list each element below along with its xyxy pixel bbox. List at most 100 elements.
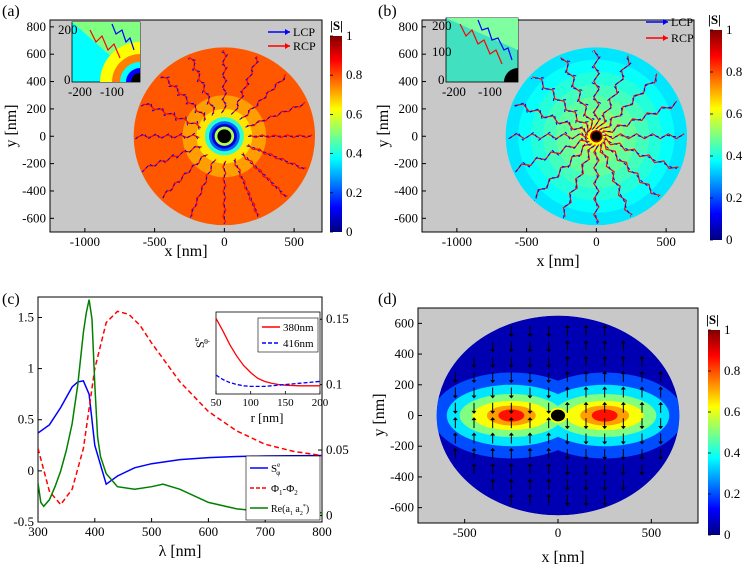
spin-arrow-head bbox=[583, 472, 589, 476]
inset-legend-380: 380nm bbox=[283, 322, 314, 334]
lcp-trace bbox=[245, 103, 304, 128]
spin-arrow-head bbox=[639, 401, 645, 405]
spin-arrow-head bbox=[564, 456, 570, 460]
y-tick-label: 200 bbox=[399, 101, 419, 116]
colorbar-tick-label: 0.6 bbox=[346, 106, 363, 121]
spin-arrow-head bbox=[620, 371, 626, 375]
spin-arrow-head bbox=[471, 395, 477, 399]
heatmap-ring bbox=[591, 131, 602, 142]
colorbar-tick-label: 0.6 bbox=[726, 106, 743, 121]
panel-a-heatmap bbox=[133, 47, 316, 226]
a-inset-ytick: 0 bbox=[64, 72, 71, 87]
spin-arrow-head bbox=[602, 487, 608, 491]
colorbar-tick-label: 0.2 bbox=[346, 185, 362, 200]
x-tick-label: -1000 bbox=[70, 234, 100, 249]
colorbar-tick-label: 1 bbox=[346, 28, 353, 43]
rcp-trace bbox=[593, 144, 600, 223]
spin-arrow-head bbox=[452, 380, 458, 384]
y-tick-label: 0 bbox=[412, 128, 419, 143]
b-inset-xtick: -200 bbox=[442, 84, 466, 99]
lcp-trace bbox=[141, 144, 201, 173]
panel-d-label: (d) bbox=[378, 291, 397, 308]
right-y-tick-label: 0.05 bbox=[326, 442, 349, 457]
spin-arrow-head bbox=[527, 380, 533, 384]
y-tick-label: -600 bbox=[390, 500, 414, 515]
heatmap-core bbox=[550, 409, 566, 422]
spin-arrow-head bbox=[564, 355, 570, 359]
spin-arrow-head bbox=[602, 386, 608, 390]
b-inset-ytick: 0 bbox=[438, 72, 445, 87]
heatmap-lobe bbox=[498, 409, 525, 422]
y-tick-label: -200 bbox=[390, 438, 414, 453]
right-y-tick-label: 0 bbox=[326, 507, 333, 522]
y-tick-label: 200 bbox=[395, 377, 415, 392]
panel-c-lines bbox=[38, 299, 322, 514]
spin-arrow-head bbox=[527, 364, 533, 368]
spin-arrow-head bbox=[658, 426, 664, 430]
spin-arrow-head bbox=[490, 380, 496, 384]
spin-arrow-head bbox=[564, 401, 570, 405]
spin-arrow-head bbox=[490, 410, 496, 414]
b-inset-ytick: 100 bbox=[432, 44, 452, 59]
y-tick-label: 800 bbox=[27, 19, 47, 34]
panel-a-colorbar-title: |S| bbox=[330, 18, 343, 33]
spin-arrow-head bbox=[620, 426, 626, 430]
spin-arrow-head bbox=[620, 355, 626, 359]
panel-c: (c) 300 400 500 600 700 800 -0.5 0 0.5 1 1.5 0 0.05 0… bbox=[2, 291, 349, 560]
panel-c-inset-axes: 50 100 150 200 bbox=[211, 391, 329, 409]
spin-arrow-head bbox=[527, 417, 533, 421]
spin-arrow-head bbox=[602, 441, 608, 445]
y-tick-label: -600 bbox=[394, 210, 418, 225]
panel-b-spin-arrows bbox=[506, 49, 685, 224]
spin-arrow-head bbox=[639, 355, 645, 359]
spin-arrow-head bbox=[452, 410, 458, 414]
spin-arrow-head bbox=[527, 493, 533, 497]
b-inset-ytick: 200 bbox=[432, 18, 452, 33]
spin-arrow-head bbox=[546, 493, 552, 497]
lcp-trace bbox=[220, 51, 229, 114]
a-inset-xtick: -100 bbox=[100, 84, 124, 99]
colorbar-tick-label: 0 bbox=[346, 224, 353, 239]
spin-arrow-head bbox=[527, 334, 533, 338]
panel-c-inset-legend bbox=[257, 317, 319, 353]
y-tick-label: 0 bbox=[408, 408, 415, 423]
spin-arrow-head bbox=[602, 355, 608, 359]
disk-content bbox=[436, 315, 680, 516]
colorbar-tick-label: 0.2 bbox=[724, 486, 740, 501]
series-line bbox=[38, 380, 322, 486]
rcp-trace bbox=[604, 136, 679, 170]
spin-arrow-head bbox=[508, 410, 514, 414]
spin-arrow-head bbox=[602, 472, 608, 476]
panel-d-colorbar-title: |S| bbox=[706, 312, 719, 327]
panel-b-label: (b) bbox=[378, 3, 397, 20]
spin-arrow-head bbox=[583, 401, 589, 405]
lcp-trace bbox=[514, 137, 589, 174]
y-tick-label: -200 bbox=[394, 156, 418, 171]
panel-a-ylabel: y [nm] bbox=[3, 104, 20, 147]
rcp-trace bbox=[603, 140, 661, 196]
spin-arrow-head bbox=[508, 334, 514, 338]
spin-arrow-head bbox=[508, 380, 514, 384]
right-y-tick-label: 0.1 bbox=[326, 377, 342, 392]
lcp-trace bbox=[558, 58, 595, 132]
lcp-trace bbox=[530, 77, 589, 134]
panel-c-label: (c) bbox=[2, 291, 20, 308]
x-tick-label: 500 bbox=[142, 524, 162, 539]
colorbar-tick-label: 0 bbox=[726, 232, 733, 247]
panel-d-axes: -500 0 500 -600 -400 -200 0 200 400 600 bbox=[390, 315, 661, 540]
colorbar-tick-label: 0 bbox=[724, 527, 731, 542]
panel-a: (a) 200 0 -200 -100 LCP RCP -1000- bbox=[2, 3, 363, 260]
a-inset-xtick: -200 bbox=[68, 84, 92, 99]
inset-x-tick-label: 50 bbox=[211, 397, 223, 409]
spin-arrow-head bbox=[602, 502, 608, 506]
rcp-trace bbox=[596, 55, 630, 129]
lcp-trace bbox=[512, 101, 587, 138]
panel-d-heatmap bbox=[436, 315, 680, 516]
spin-arrow-head bbox=[471, 463, 477, 467]
lcp-trace bbox=[601, 102, 676, 133]
panel-b-ylabel: y [nm] bbox=[375, 104, 392, 147]
lcp-trace bbox=[134, 132, 199, 140]
x-tick-label: 500 bbox=[656, 234, 676, 249]
